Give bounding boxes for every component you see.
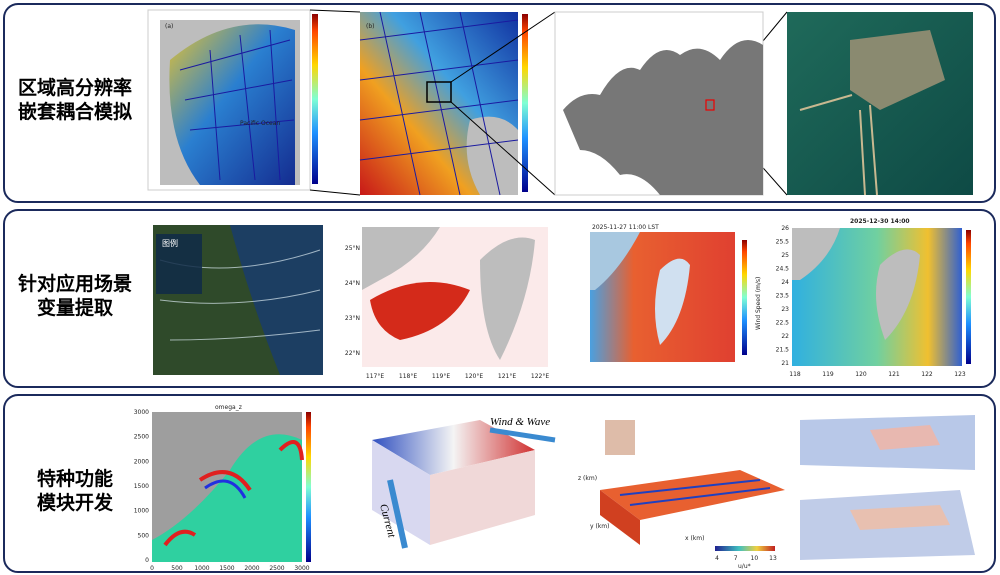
tick-label: 22 [781, 333, 789, 340]
tick-label: 23.5 [776, 293, 790, 300]
satellite-streamlines: 图例 [153, 225, 323, 375]
figure-b: (b) [359, 11, 528, 196]
tick-label: 121 [888, 371, 900, 378]
figure-a: (a) Pacific Ocean [147, 9, 318, 191]
tick-label: 7 [734, 555, 738, 562]
point-cloud [795, 405, 975, 565]
tick-label: 10 [751, 555, 759, 562]
tick-label: 117°E [366, 373, 384, 380]
tick-label: 22.5 [776, 320, 790, 327]
tick-label: 24°N [345, 280, 360, 287]
time-stamp: 2025-11-27 11:00 LST [592, 224, 659, 231]
tick-label: 121°E [498, 373, 516, 380]
row-label: 特种功能 [37, 467, 113, 490]
tick-label: 4 [715, 555, 719, 562]
row-label: 针对应用场景 [18, 272, 132, 295]
tick-label: 26 [781, 225, 789, 232]
arrow-label: Wind & Wave [490, 416, 550, 428]
tick-label: 22°N [345, 350, 360, 357]
zoom-lines [309, 9, 788, 196]
3d-figure: x (km) y (km) z (km) u/u* 4 7 10 13 [578, 420, 785, 570]
tick-label: 24 [781, 279, 789, 286]
tick-label: 3000 [134, 409, 149, 416]
axis-label: x (km) [685, 535, 704, 542]
tick-label: 2000 [134, 458, 149, 465]
wave-figure: 2025-12-30 14:00 118 119 120 121 122 123 26 25.… [776, 218, 971, 378]
tick-label: 500 [171, 565, 183, 572]
tick-label: 1000 [194, 565, 209, 572]
legend-title: 图例 [162, 238, 178, 248]
tick-label: 2500 [134, 434, 149, 441]
tick-label: 120°E [465, 373, 483, 380]
tick-label: 123 [954, 371, 966, 378]
tick-label: 25°N [345, 245, 360, 252]
plot-title: omega_z [215, 404, 242, 411]
tick-label: 0 [145, 557, 149, 564]
tick-label: 23°N [345, 315, 360, 322]
axis-label: z (km) [578, 475, 597, 482]
tick-label: 21.5 [776, 347, 790, 354]
tick-label: 120 [855, 371, 867, 378]
tick-label: 1500 [134, 483, 149, 490]
satellite-figure [787, 12, 973, 196]
wind-figure: 2025-11-27 11:00 LST Wind Speed (m/s) [590, 224, 762, 362]
time-stamp: 2025-12-30 14:00 [850, 218, 910, 225]
tick-label: 2500 [269, 565, 284, 572]
tick-label: 118 [789, 371, 801, 378]
mesh-figure [554, 11, 764, 196]
tick-label: 1000 [134, 508, 149, 515]
tick-label: 2000 [244, 565, 259, 572]
panel-tag: (a) [165, 23, 173, 30]
colorbar-label: Wind Speed (m/s) [755, 277, 762, 330]
colorbar-label: u/u* [738, 563, 751, 570]
row-label: 模块开发 [37, 491, 114, 514]
tick-label: 1500 [219, 565, 234, 572]
omega-figure: omega_z 0 500 1000 1500 2000 2500 3000 3000 2500… [134, 404, 311, 572]
map-figure: 117°E 118°E 119°E 120°E 121°E 122°E 25°N 24°N 23… [345, 227, 549, 380]
tick-label: 23 [781, 306, 789, 313]
tick-label: 24.5 [776, 266, 790, 273]
tick-label: 122°E [531, 373, 549, 380]
tick-label: 25.5 [776, 239, 790, 246]
les-box: Wind & Wave Current [372, 416, 556, 549]
row-label: 嵌套耦合模拟 [18, 100, 132, 123]
tick-label: 118°E [399, 373, 417, 380]
tick-label: 25 [781, 252, 789, 259]
axis-label: y (km) [590, 523, 609, 530]
panel-tag: (b) [366, 23, 375, 30]
tick-label: 21 [781, 360, 789, 367]
row-label: 区域高分辨率 [18, 76, 132, 99]
map-label: Pacific Ocean [240, 120, 280, 127]
tick-label: 500 [138, 532, 150, 539]
tick-label: 119°E [432, 373, 450, 380]
tick-label: 119 [822, 371, 834, 378]
tick-label: 3000 [294, 565, 309, 572]
tick-label: 13 [769, 555, 777, 562]
row-label: 变量提取 [37, 296, 113, 319]
tick-label: 122 [921, 371, 933, 378]
tick-label: 0 [150, 565, 154, 572]
